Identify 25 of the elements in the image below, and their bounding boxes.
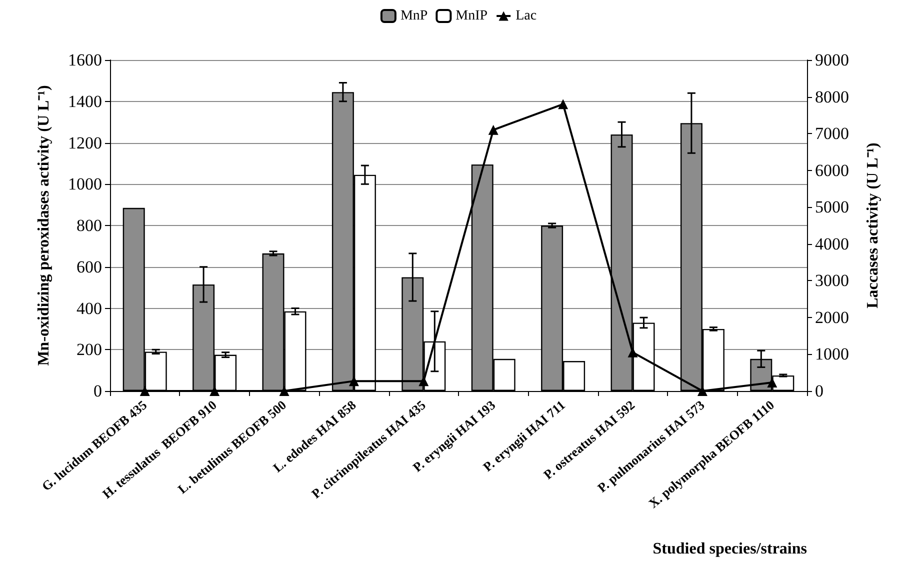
y-tick-label: 400 [76, 298, 102, 318]
y-tick-label: 800 [76, 216, 102, 235]
y-tick-label: 600 [76, 257, 102, 276]
y-axis-title: Mn-oxidizing peroxidases activity (U L⁻¹) [36, 85, 52, 366]
y-tick-label: 1200 [68, 133, 102, 152]
y2-tick-label: 3000 [815, 271, 849, 290]
legend-label: MnIP [456, 8, 488, 24]
y2-tick-label: 6000 [815, 160, 849, 180]
y-tick-label: 1600 [68, 50, 102, 70]
y2-tick-label: 0 [815, 382, 824, 400]
y2-tick-label: 8000 [815, 87, 849, 106]
y-tick-label: 0 [94, 382, 102, 400]
legend-label: MnP [400, 8, 428, 24]
y2-axis-title: Laccases activity (U L⁻¹) [864, 142, 882, 308]
y-tick-label: 1000 [68, 174, 102, 194]
y-tick-label: 200 [76, 340, 102, 360]
y2-tick-label: 9000 [815, 50, 849, 70]
y2-tick-label: 4000 [815, 234, 849, 254]
y2-tick-label: 5000 [815, 198, 849, 217]
legend-label: Lac [516, 8, 537, 24]
y2-tick-label: 2000 [815, 308, 849, 327]
y-tick-label: 1400 [68, 92, 102, 111]
x-axis-title: Studied species/strains [652, 540, 807, 558]
y2-tick-label: 1000 [815, 344, 849, 364]
y2-tick-label: 7000 [815, 124, 849, 144]
